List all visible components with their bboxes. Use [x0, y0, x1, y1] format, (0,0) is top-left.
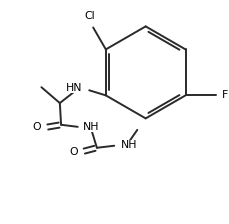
Text: NH: NH — [83, 122, 99, 132]
Text: HN: HN — [66, 83, 82, 93]
Text: O: O — [33, 122, 41, 132]
Text: O: O — [69, 147, 77, 157]
Text: Cl: Cl — [84, 11, 94, 21]
Text: F: F — [221, 90, 227, 100]
Text: NH: NH — [120, 140, 136, 150]
